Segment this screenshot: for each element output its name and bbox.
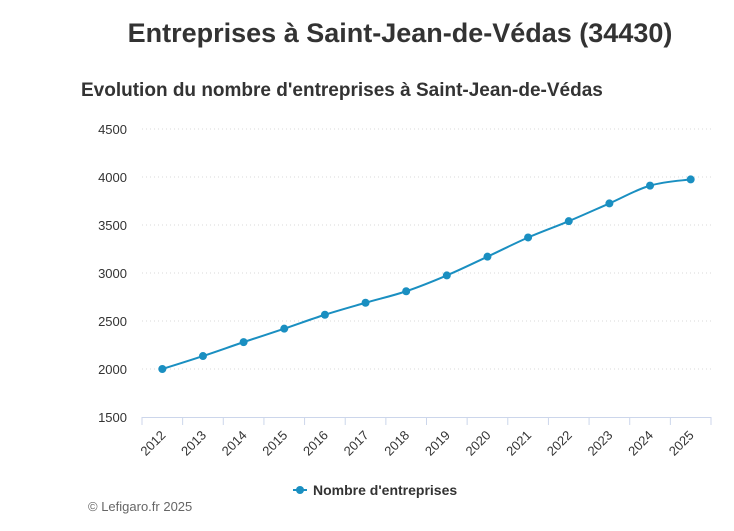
y-tick-label: 1500 (98, 410, 127, 425)
x-axis (141, 417, 712, 425)
data-point-2020[interactable] (483, 252, 492, 261)
data-point-2022[interactable] (564, 217, 573, 226)
x-tick-label: 2012 (137, 428, 168, 459)
page-title: Entreprises à Saint-Jean-de-Védas (34430… (127, 18, 673, 48)
x-tick-label: 2025 (666, 428, 697, 459)
x-tick-label: 2013 (178, 428, 209, 459)
data-point-2012[interactable] (158, 365, 167, 373)
x-tick-label: 2024 (625, 428, 656, 459)
data-point-2017[interactable] (361, 298, 370, 307)
data-point-2021[interactable] (524, 233, 533, 242)
data-point-2014[interactable] (239, 338, 248, 347)
x-tick-label: 2023 (584, 428, 615, 459)
legend-marker-symbol (296, 486, 304, 494)
legend[interactable]: Nombre d'entreprises (293, 482, 457, 498)
x-tick-label: 2014 (219, 428, 250, 459)
x-tick-label: 2018 (381, 428, 412, 459)
y-tick-label: 4000 (98, 170, 127, 185)
y-tick-label: 3000 (98, 266, 127, 281)
data-point-2015[interactable] (280, 324, 289, 333)
x-tick-label: 2016 (300, 428, 331, 459)
y-tick-label: 3500 (98, 218, 127, 233)
x-tick-label: 2019 (422, 428, 453, 459)
credit-text: © Lefigaro.fr 2025 (88, 499, 193, 514)
data-point-2019[interactable] (442, 271, 451, 280)
data-point-2013[interactable] (198, 352, 207, 361)
x-tick-label: 2021 (503, 428, 534, 459)
data-point-2024[interactable] (646, 181, 655, 190)
data-point-2018[interactable] (402, 287, 411, 296)
grid-lines (142, 128, 711, 370)
chart-title: Evolution du nombre d'entreprises à Sain… (81, 80, 603, 101)
data-point-2016[interactable] (320, 310, 329, 319)
x-tick-label: 2017 (341, 428, 372, 459)
y-tick-label: 4500 (98, 122, 127, 137)
y-axis-labels: 1500 2000 2500 3000 3500 4000 4500 (98, 122, 127, 425)
data-point-2025[interactable] (686, 175, 695, 184)
y-tick-label: 2000 (98, 362, 127, 377)
x-axis-labels: 2012 2013 2014 2015 2016 2017 2018 2019 2020 2021… (137, 428, 696, 459)
x-tick-label: 2020 (463, 428, 494, 459)
legend-label[interactable]: Nombre d'entreprises (313, 482, 457, 498)
series-nombre-entreprises (158, 175, 695, 373)
x-tick-label: 2022 (544, 428, 575, 459)
data-point-2023[interactable] (605, 199, 614, 208)
x-tick-label: 2015 (259, 428, 290, 459)
y-tick-label: 2500 (98, 314, 127, 329)
